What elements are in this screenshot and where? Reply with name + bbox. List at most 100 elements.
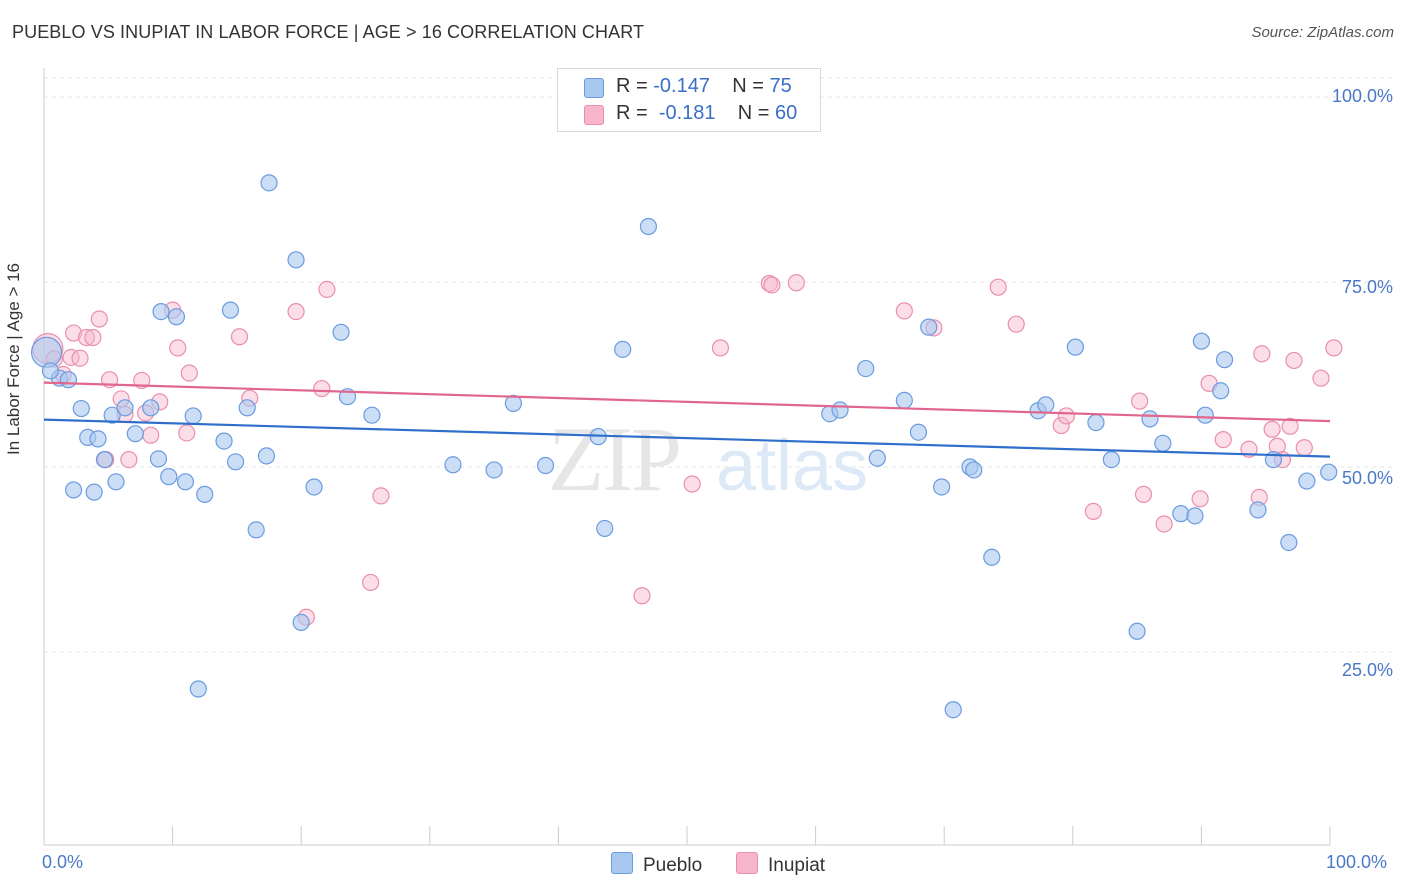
inupiat-swatch bbox=[736, 852, 758, 874]
pueblo-swatch bbox=[611, 852, 633, 874]
pueblo-point bbox=[305, 478, 323, 496]
pueblo-point bbox=[1215, 351, 1234, 369]
pueblo-point bbox=[536, 456, 555, 475]
pueblo-point bbox=[1128, 622, 1146, 640]
pueblo-point bbox=[920, 318, 938, 336]
pueblo-point bbox=[1037, 396, 1055, 414]
pueblo-point bbox=[1087, 414, 1105, 432]
legend-item-inupiat[interactable]: Inupiat bbox=[736, 852, 825, 877]
x-tick-100: 100.0% bbox=[1326, 852, 1388, 872]
pueblo-point bbox=[215, 432, 233, 450]
inupiat-point bbox=[989, 278, 1007, 296]
trend-lines bbox=[43, 381, 1331, 458]
legend-label-pueblo: Pueblo bbox=[643, 855, 703, 876]
inupiat-point bbox=[1084, 502, 1102, 520]
inupiat-point bbox=[84, 328, 102, 347]
inupiat-points bbox=[32, 274, 1343, 626]
pueblo-point bbox=[909, 423, 928, 441]
n-label: N = bbox=[732, 75, 770, 97]
inupiat-point bbox=[711, 339, 730, 357]
pueblo-point bbox=[596, 519, 614, 538]
pueblo-point bbox=[221, 301, 240, 319]
inupiat-point bbox=[1191, 490, 1209, 508]
pueblo-point bbox=[238, 399, 256, 417]
pueblo-point bbox=[363, 406, 381, 424]
inupiat-point bbox=[71, 349, 89, 367]
inupiat-point bbox=[64, 324, 83, 342]
pueblo-point bbox=[868, 449, 886, 467]
pueblo-point bbox=[965, 461, 983, 479]
legend-item-pueblo[interactable]: Pueblo bbox=[611, 852, 702, 877]
grid-lines bbox=[44, 77, 1392, 653]
pueblo-point bbox=[184, 407, 202, 425]
pueblo-point bbox=[1141, 410, 1159, 428]
pueblo-point bbox=[167, 308, 186, 326]
pueblo-point bbox=[103, 406, 121, 424]
inupiat-point bbox=[169, 339, 187, 357]
pueblo-swatch bbox=[584, 78, 604, 98]
inupiat-point bbox=[895, 302, 913, 320]
pueblo-point bbox=[485, 461, 503, 479]
n-value: 75 bbox=[769, 75, 792, 97]
r-value: -0.181 bbox=[658, 102, 716, 124]
pueblo-point bbox=[196, 485, 214, 503]
inupiat-swatch bbox=[584, 105, 604, 125]
y-axis-label: In Labor Force | Age > 16 bbox=[4, 262, 23, 455]
pueblo-point bbox=[857, 359, 875, 378]
r-label: R = bbox=[616, 102, 654, 124]
pueblo-point bbox=[107, 473, 125, 491]
inupiat-point bbox=[230, 328, 249, 346]
inupiat-point bbox=[313, 379, 331, 398]
pueblo-point bbox=[126, 425, 144, 443]
inupiat-point bbox=[1155, 515, 1173, 533]
pueblo-trend-line bbox=[43, 418, 1331, 458]
pueblo-point bbox=[1186, 507, 1204, 525]
pueblo-points bbox=[30, 174, 1338, 719]
pueblo-point bbox=[149, 450, 168, 468]
inupiat-point bbox=[1052, 416, 1070, 435]
inupiat-point bbox=[1285, 351, 1303, 370]
inupiat-point bbox=[1134, 485, 1153, 503]
pueblo-point bbox=[59, 371, 78, 389]
watermark-zip: ZIP bbox=[548, 408, 680, 510]
y-tick-75: 75.0% bbox=[1341, 277, 1393, 297]
watermark: ZIP atlas bbox=[548, 408, 868, 510]
pueblo-point bbox=[1196, 406, 1214, 424]
y-tick-25: 25.0% bbox=[1341, 660, 1393, 680]
pueblo-point bbox=[227, 453, 245, 471]
pueblo-point bbox=[95, 451, 114, 469]
inupiat-point bbox=[180, 364, 198, 382]
inupiat-point bbox=[178, 424, 196, 442]
inupiat-point bbox=[62, 348, 80, 367]
pueblo-point bbox=[1172, 505, 1190, 523]
pueblo-point bbox=[116, 399, 134, 417]
inupiat-point bbox=[142, 426, 160, 444]
inupiat-point bbox=[787, 274, 805, 292]
pueblo-point bbox=[160, 468, 178, 486]
x-tick-0: 0.0% bbox=[42, 852, 84, 872]
pueblo-point bbox=[1154, 434, 1172, 452]
axes bbox=[43, 68, 1331, 846]
inupiat-point bbox=[1312, 369, 1330, 387]
pueblo-point bbox=[614, 340, 632, 358]
inupiat-point bbox=[1253, 345, 1271, 363]
pueblo-point bbox=[1280, 533, 1298, 552]
pueblo-point bbox=[189, 680, 207, 698]
pueblo-point bbox=[257, 447, 276, 465]
r-label: R = bbox=[616, 75, 654, 97]
legend-label-inupiat: Inupiat bbox=[768, 855, 826, 876]
pueblo-point bbox=[639, 217, 658, 236]
pueblo-point bbox=[1249, 501, 1267, 519]
inupiat-point bbox=[763, 276, 781, 294]
pueblo-point bbox=[292, 613, 310, 632]
inupiat-point bbox=[362, 573, 380, 592]
inupiat-point bbox=[1263, 420, 1281, 438]
r-value: -0.147 bbox=[653, 75, 710, 97]
pueblo-point bbox=[142, 399, 160, 417]
inupiat-point bbox=[1057, 407, 1075, 425]
pueblo-point bbox=[332, 323, 350, 341]
pueblo-point bbox=[247, 521, 265, 539]
inupiat-point bbox=[1295, 439, 1313, 457]
source-label: Source: ZipAtlas.com bbox=[1251, 24, 1394, 41]
